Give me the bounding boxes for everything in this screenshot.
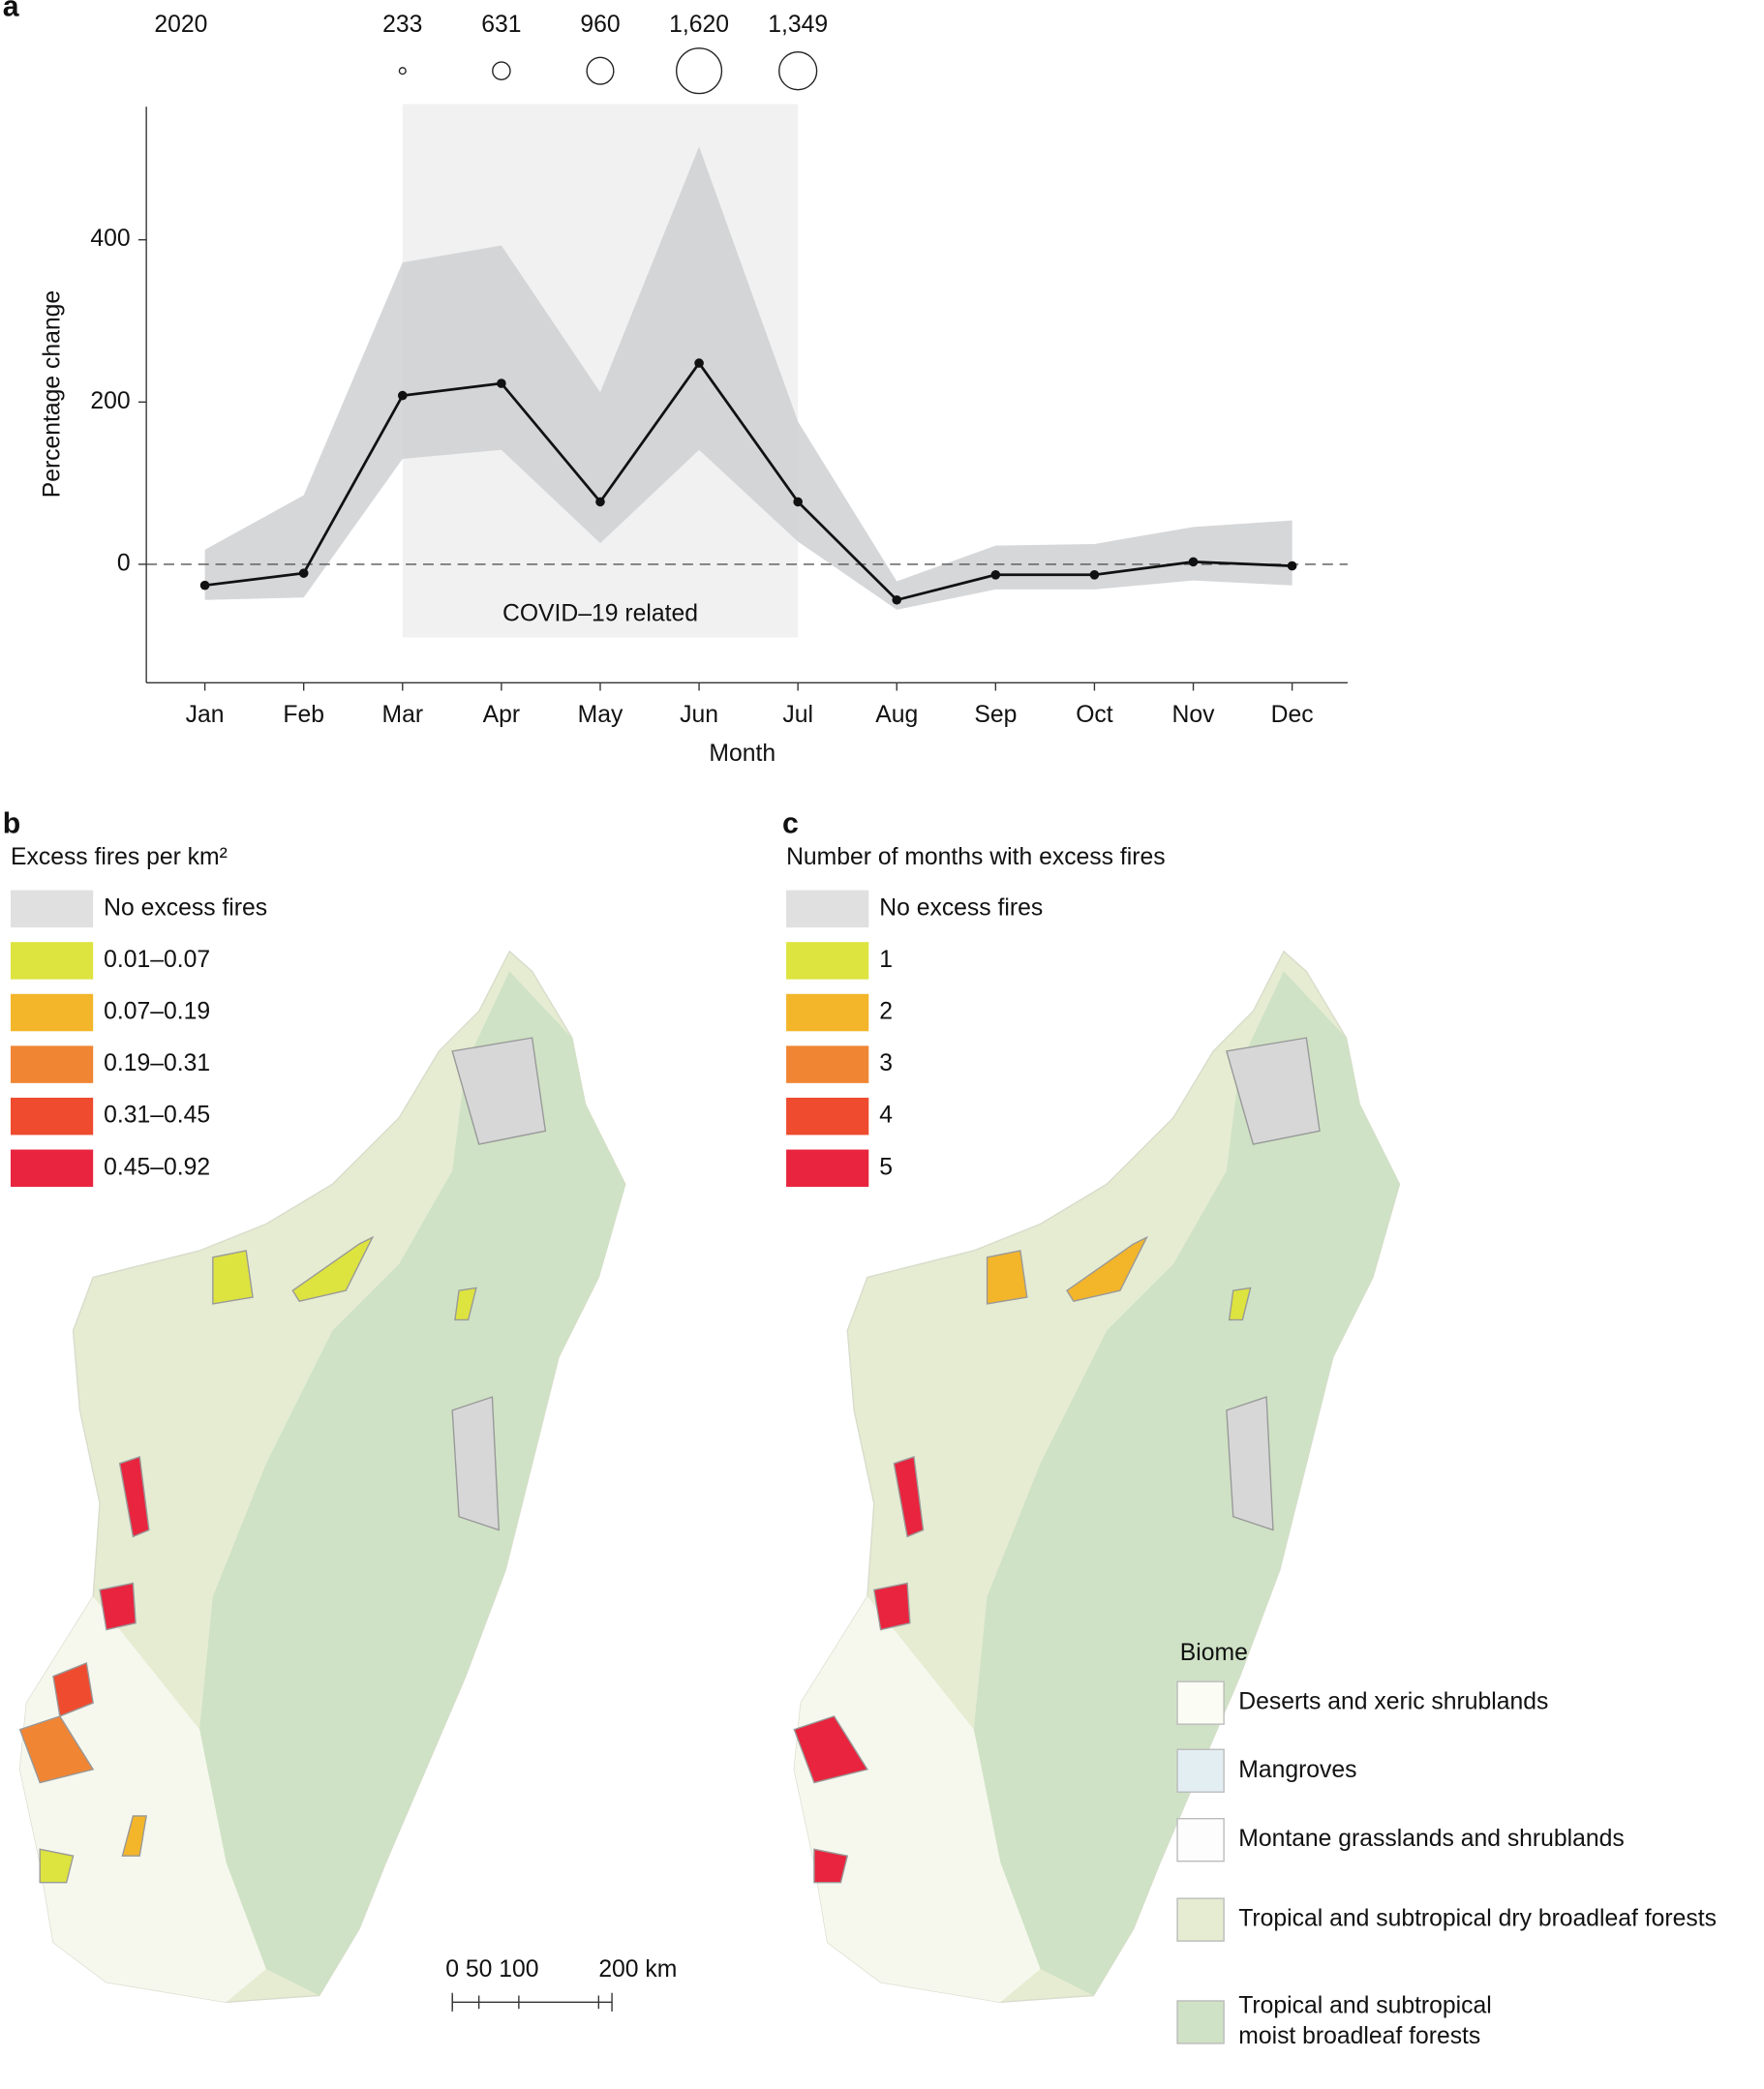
legend-label: 3 — [879, 1050, 893, 1076]
legend-swatch — [786, 1149, 869, 1188]
scale-label: 0 — [445, 1956, 459, 1983]
point — [793, 497, 803, 507]
panel-label: a — [3, 0, 19, 23]
x-tick-label: Jan — [186, 702, 225, 728]
legend-swatch — [10, 942, 94, 980]
legend-swatch — [10, 1149, 94, 1188]
point — [397, 390, 408, 401]
legend-label: 5 — [879, 1154, 893, 1180]
bubble — [398, 67, 407, 76]
legend-label: Deserts and xeric shrublands — [1238, 1689, 1548, 1715]
y-tick-label: 200 — [90, 388, 130, 414]
legend-swatch — [10, 890, 94, 928]
bubble-label: 233 — [382, 12, 422, 38]
legend-label: 2 — [879, 999, 893, 1025]
legend-label: Montane grasslands and shrublands — [1238, 1826, 1625, 1852]
legend-swatch — [10, 1045, 94, 1083]
legend-swatch — [1176, 1748, 1225, 1793]
legend-swatch — [786, 942, 869, 980]
point — [1287, 560, 1297, 571]
scale-label: 50 — [466, 1956, 493, 1983]
x-axis-label: Month — [709, 741, 776, 767]
panel-label: b — [3, 807, 20, 839]
map-c — [793, 951, 1401, 2004]
legend-title: Biome — [1180, 1640, 1248, 1666]
x-tick-label: Mar — [382, 702, 424, 728]
legend-label: Tropical and subtropical dry broadleaf f… — [1238, 1906, 1717, 1932]
band — [204, 146, 1293, 610]
annotation: COVID–19 related — [502, 601, 698, 627]
y-axis-label: Percentage change — [39, 290, 65, 498]
point — [298, 568, 309, 578]
y-tick-label: 400 — [90, 226, 130, 252]
x-tick-label: Jul — [782, 702, 813, 728]
legend-label: 0.01–0.07 — [104, 947, 210, 973]
point — [694, 358, 704, 368]
x-tick-label: Feb — [283, 702, 324, 728]
legend-label: 0.07–0.19 — [104, 999, 210, 1025]
scale-bar — [451, 1992, 613, 2012]
bubble-label: 1,349 — [768, 12, 828, 38]
legend-label: 0.31–0.45 — [104, 1103, 210, 1129]
legend-label: Tropical and subtropical moist broadleaf … — [1238, 1992, 1492, 2049]
x-tick-label: Jun — [680, 702, 718, 728]
legend-label: No excess fires — [104, 894, 267, 921]
x-tick-label: Aug — [875, 702, 918, 728]
legend-swatch — [786, 890, 869, 928]
legend-label: Mangroves — [1238, 1757, 1356, 1783]
legend-swatch — [1176, 1818, 1225, 1862]
legend-swatch — [1176, 1897, 1225, 1942]
bubble-label: 631 — [481, 12, 521, 38]
bubble-label: 960 — [580, 12, 620, 38]
bubble — [492, 61, 511, 80]
x-tick-label: Oct — [1076, 702, 1113, 728]
y-tick-label: 0 — [117, 550, 131, 576]
point — [990, 569, 1001, 580]
legend-swatch — [1176, 2000, 1225, 2044]
legend-title: Excess fires per km² — [11, 844, 228, 870]
legend-title: Number of months with excess fires — [786, 844, 1166, 870]
map-b — [18, 951, 626, 2004]
legend-swatch — [786, 993, 869, 1032]
line — [204, 360, 1293, 602]
scale-label: 200 km — [598, 1956, 677, 1983]
bubble — [586, 56, 615, 85]
panel-label: c — [782, 807, 799, 839]
bubble — [676, 47, 723, 95]
x-tick-label: Nov — [1172, 702, 1216, 728]
x-tick-label: Dec — [1271, 702, 1314, 728]
legend-swatch — [10, 1097, 94, 1135]
legend-label: No excess fires — [879, 894, 1043, 921]
legend-label: 0.19–0.31 — [104, 1050, 210, 1076]
legend-swatch — [786, 1097, 869, 1135]
point — [595, 497, 605, 507]
point — [199, 580, 210, 590]
legend-label: 4 — [879, 1103, 893, 1129]
point — [892, 594, 902, 605]
legend-swatch — [786, 1045, 869, 1083]
point — [1089, 569, 1100, 580]
legend-label: 1 — [879, 947, 893, 973]
bubble-label: 1,620 — [669, 12, 729, 38]
x-tick-label: May — [578, 702, 623, 728]
bubble-header: 2020 — [154, 12, 207, 38]
x-tick-label: Apr — [483, 702, 520, 728]
legend-label: 0.45–0.92 — [104, 1154, 210, 1180]
bubble — [778, 51, 818, 91]
point — [1188, 557, 1199, 567]
point — [497, 378, 506, 388]
x-tick-label: Sep — [974, 702, 1017, 728]
scale-label: 100 — [499, 1956, 538, 1983]
legend-swatch — [10, 993, 94, 1032]
legend-swatch — [1176, 1680, 1225, 1725]
